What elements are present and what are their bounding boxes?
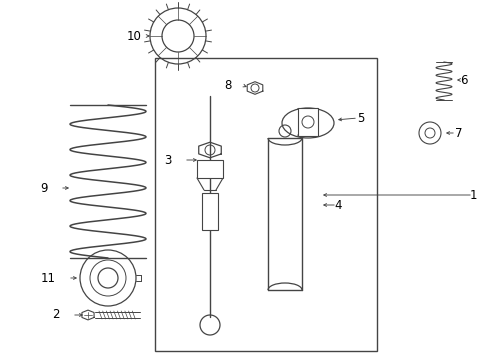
Bar [197, 160, 223, 178]
Text: 5: 5 [357, 112, 364, 125]
Text: 7: 7 [453, 126, 461, 140]
Bar [297, 108, 317, 136]
Text: 10: 10 [127, 30, 142, 42]
Bar [155, 58, 376, 351]
Text: 4: 4 [334, 198, 341, 212]
Text: 8: 8 [224, 78, 231, 91]
Text: 2: 2 [52, 309, 60, 321]
Bar [202, 193, 218, 230]
Text: 11: 11 [41, 271, 56, 284]
Text: 3: 3 [164, 153, 172, 166]
Text: 9: 9 [41, 181, 48, 194]
Text: 1: 1 [468, 189, 476, 202]
Text: 6: 6 [460, 73, 467, 86]
